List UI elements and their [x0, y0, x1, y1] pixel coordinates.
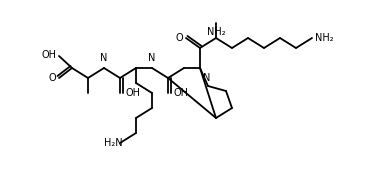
Text: N: N [203, 73, 211, 83]
Text: O: O [176, 33, 183, 43]
Text: OH: OH [41, 50, 56, 60]
Text: N: N [100, 53, 108, 63]
Text: OH: OH [126, 88, 141, 98]
Text: NH₂: NH₂ [315, 33, 334, 43]
Text: NH₂: NH₂ [207, 27, 225, 37]
Text: N: N [148, 53, 156, 63]
Text: OH: OH [174, 88, 189, 98]
Text: H₂N: H₂N [105, 138, 123, 148]
Text: O: O [48, 73, 56, 83]
